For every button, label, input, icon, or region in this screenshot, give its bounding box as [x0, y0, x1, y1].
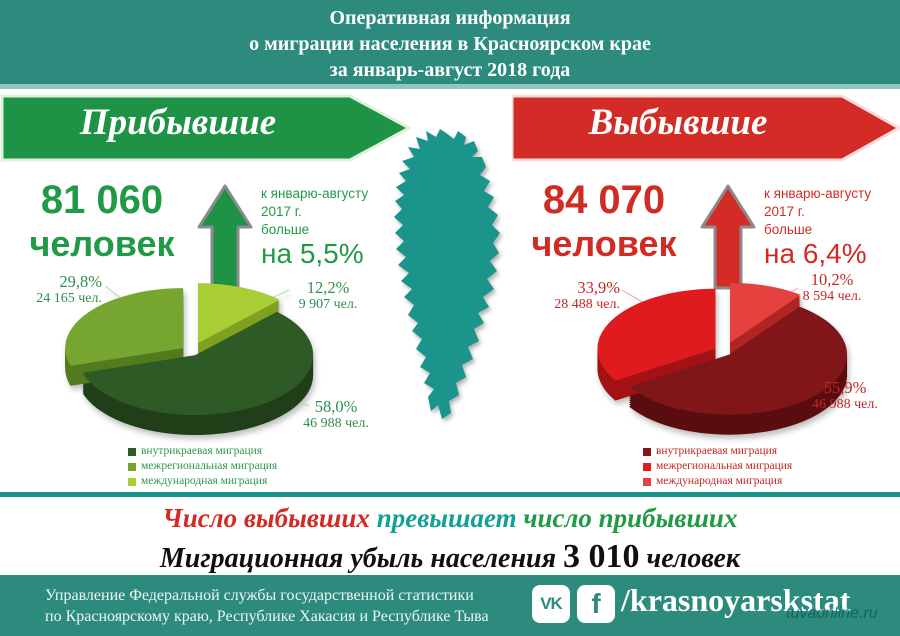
title-line-1: Оперативная информация — [329, 7, 571, 29]
departed-change-pct: на 6,4% — [764, 238, 867, 269]
count-value: 8 594 чел. — [802, 289, 862, 304]
right-arrow-shape-icon — [512, 94, 900, 162]
legend-swatch-icon — [128, 447, 136, 456]
conclusion-arrived-text: число прибывших — [523, 503, 738, 533]
departed-slice-label-international: 10,2% 8 594 чел. — [790, 271, 874, 305]
arrived-pie-chart — [65, 283, 314, 436]
header-banner: Оперативная информация о миграции населе… — [0, 0, 900, 84]
pct-value: 10,2% — [810, 270, 854, 289]
legend-label: межрегиональная миграция — [141, 460, 278, 472]
vk-glyph: VK — [540, 594, 563, 613]
up-arrow-icon — [700, 184, 756, 290]
legend-swatch-icon — [643, 477, 651, 486]
conclusion-line-1: Число выбывших превышает число прибывших — [0, 503, 900, 534]
departed-count-block: 84 070 человек — [524, 179, 684, 265]
krasnoyarsk-krai-map-icon — [394, 129, 500, 419]
arrived-count-block: 81 060 человек — [22, 179, 182, 265]
count-value: 46 988 чел. — [812, 397, 878, 412]
legend-item: международная миграция — [643, 474, 792, 489]
count-value: 24 165 чел. — [36, 291, 102, 306]
migration-loss-unit: человек — [646, 543, 741, 574]
migration-loss-number: 3 010 — [563, 538, 640, 575]
arrived-slice-label-interregional: 29,8% 24 165 чел. — [14, 273, 102, 307]
count-value: 46 988 чел. — [303, 416, 369, 431]
legend-item: межрегиональная миграция — [128, 459, 277, 474]
arrived-unit: человек — [29, 223, 175, 264]
departed-pie-chart — [597, 282, 848, 435]
departed-note-line: к январю-августу — [764, 186, 872, 201]
header-divider — [0, 84, 900, 89]
vk-icon[interactable]: VK — [532, 585, 570, 623]
departed-banner-label: Выбывшие — [588, 102, 768, 143]
footer-bar: Управление Федеральной службы государств… — [0, 575, 900, 636]
count-value: 28 488 чел. — [554, 297, 620, 312]
legend-label: международная миграция — [656, 475, 783, 487]
legend-item: внутрикраевая миграция — [643, 444, 792, 459]
departed-slice-label-intraregional: 55,9% 46 988 чел. — [800, 379, 890, 413]
conclusion-line-2: Миграционная убыль населения 3 010 челов… — [0, 538, 900, 576]
departed-slice-label-interregional: 33,9% 28 488 чел. — [530, 279, 620, 313]
title-line-2: о миграции населения в Красноярском крае — [249, 33, 651, 55]
legend-swatch-icon — [128, 477, 136, 486]
count-value: 9 907 чел. — [298, 297, 358, 312]
arrived-note: к январю-августу 2017 г. больше — [261, 185, 401, 239]
org-name: Управление Федеральной службы государств… — [45, 585, 489, 627]
legend-item: внутрикраевая миграция — [128, 444, 277, 459]
legend-label: международная миграция — [141, 475, 268, 487]
legend-swatch-icon — [643, 447, 651, 456]
legend-label: межрегиональная миграция — [656, 460, 793, 472]
watermark: tuvaonline.ru — [786, 605, 878, 622]
departed-note-line: 2017 г. — [764, 204, 805, 219]
pct-value: 55,9% — [823, 378, 867, 397]
migration-loss-label: Миграционная убыль населения — [159, 543, 557, 574]
right-arrow-shape-icon — [0, 94, 412, 162]
pct-value: 33,9% — [577, 278, 620, 297]
legend-swatch-icon — [128, 462, 136, 471]
arrived-banner: Прибывшие — [0, 88, 412, 164]
legend-label: внутрикраевая миграция — [656, 445, 778, 457]
pct-value: 29,8% — [59, 272, 102, 291]
arrived-legend: внутрикраевая миграция межрегиональная м… — [128, 444, 277, 489]
arrived-note-line: больше — [261, 222, 310, 237]
legend-label: внутрикраевая миграция — [141, 445, 263, 457]
arrived-note-line: 2017 г. — [261, 204, 302, 219]
org-line: по Красноярскому краю, Республике Хакаси… — [45, 608, 489, 625]
social-handle[interactable]: /krasnoyarskstat — [621, 582, 851, 618]
conclusion-departed-text: Число выбывших — [162, 503, 370, 533]
arrived-count: 81 060 — [40, 178, 164, 222]
departed-note-line: больше — [764, 222, 813, 237]
legend-item: межрегиональная миграция — [643, 459, 792, 474]
title-line-3: за январь-август 2018 года — [329, 59, 571, 81]
org-line: Управление Федеральной службы государств… — [45, 587, 474, 604]
pct-value: 12,2% — [306, 278, 350, 297]
arrived-banner-label: Прибывшие — [79, 102, 277, 143]
arrived-slice-label-intraregional: 58,0% 46 988 чел. — [293, 398, 379, 432]
departed-unit: человек — [531, 223, 677, 264]
conclusion-verb-text: превышает — [376, 503, 517, 533]
departed-note: к январю-августу 2017 г. больше — [764, 185, 900, 239]
departed-legend: внутрикраевая миграция межрегиональная м… — [643, 444, 792, 489]
arrived-slice-label-international: 12,2% 9 907 чел. — [288, 279, 368, 313]
section-divider — [0, 492, 900, 497]
legend-swatch-icon — [643, 462, 651, 471]
legend-item: международная миграция — [128, 474, 277, 489]
departed-count: 84 070 — [542, 178, 666, 222]
facebook-icon[interactable]: f — [577, 585, 615, 623]
arrived-note-line: к январю-августу — [261, 186, 369, 201]
arrived-change-pct: на 5,5% — [261, 238, 364, 269]
facebook-glyph: f — [591, 588, 601, 619]
departed-banner: Выбывшие — [512, 88, 900, 164]
conclusion-block: Число выбывших превышает число прибывших… — [0, 497, 900, 576]
pct-value: 58,0% — [314, 397, 358, 416]
